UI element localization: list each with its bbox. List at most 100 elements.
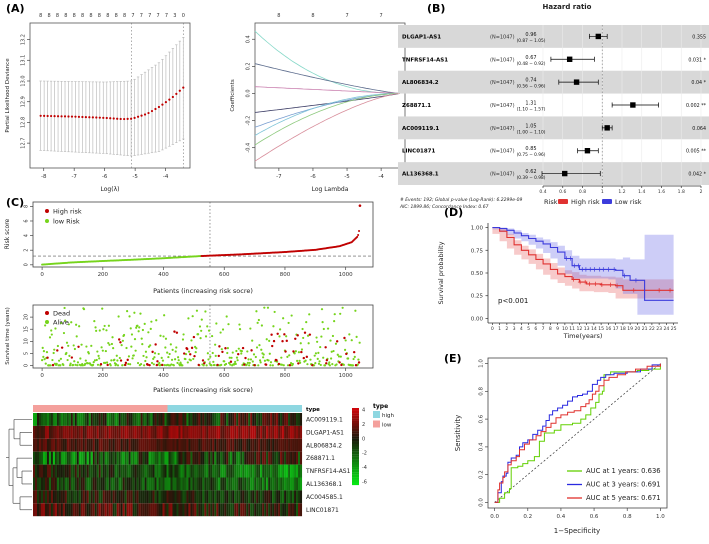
svg-text:(N=1047): (N=1047) [490, 126, 515, 132]
svg-text:0: 0 [362, 436, 365, 442]
svg-text:20: 20 [634, 326, 640, 332]
svg-text:type: type [306, 407, 320, 413]
forest-row: TNFRSF14-AS1 (N=1047) 0.67(0.48 − 0.92) 0.0… [402, 55, 707, 67]
svg-text:0.2: 0.2 [479, 470, 485, 479]
svg-text:(N=1047): (N=1047) [490, 103, 515, 109]
svg-text:0.031 *: 0.031 * [688, 57, 706, 63]
svg-text:AL806834.2: AL806834.2 [306, 442, 342, 449]
svg-text:AC009119.1: AC009119.1 [306, 416, 343, 423]
svg-text:0.50: 0.50 [471, 271, 484, 277]
svg-text:8: 8 [106, 13, 109, 19]
svg-text:Patients (increasing risk socr: Patients (increasing risk socre) [153, 386, 253, 394]
svg-text:p<0.001: p<0.001 [498, 297, 528, 305]
svg-text:0: 0 [40, 373, 44, 379]
forest-row: AL136368.1 (N=1047) 0.62(0.39 − 0.98) 0.042… [402, 169, 707, 181]
svg-text:4: 4 [24, 234, 30, 237]
svg-text:DLGAP1-AS1: DLGAP1-AS1 [402, 34, 441, 40]
svg-text:Sensitivity: Sensitivity [454, 415, 462, 451]
svg-text:AUC at 3 years: 0.691: AUC at 3 years: 0.691 [586, 481, 661, 489]
svg-text:0.96: 0.96 [525, 32, 536, 38]
svg-text:(1.00 − 1.10): (1.00 − 1.10) [517, 129, 546, 135]
svg-text:2: 2 [505, 326, 508, 332]
svg-text:High risk: High risk [571, 198, 600, 206]
svg-text:16: 16 [605, 326, 611, 332]
svg-text:1.0: 1.0 [656, 514, 665, 520]
svg-text:0.75: 0.75 [471, 248, 484, 254]
svg-text:Risk: Risk [544, 198, 558, 206]
svg-text:Z68871.1: Z68871.1 [306, 455, 335, 462]
svg-text:10: 10 [562, 326, 568, 332]
svg-text:20: 20 [24, 314, 30, 320]
svg-text:5: 5 [24, 352, 30, 355]
panel-c-label: (C) [6, 196, 25, 209]
forest-row: AL806834.2 (N=1047) 0.74(0.56 − 0.96) 0.04 … [402, 78, 707, 90]
svg-text:1.31: 1.31 [525, 100, 536, 106]
svg-text:(N=1047): (N=1047) [490, 57, 515, 63]
svg-text:-7: -7 [276, 174, 282, 180]
svg-text:AIC: 1899.86; Concordance Inde: AIC: 1899.86; Concordance Index: 0.67 [399, 204, 489, 210]
svg-text:1000: 1000 [339, 373, 353, 379]
svg-text:LINC01871: LINC01871 [306, 507, 339, 514]
svg-text:1.05: 1.05 [525, 123, 536, 129]
svg-text:8: 8 [73, 13, 76, 19]
svg-text:Coefficients: Coefficients [230, 79, 236, 111]
svg-text:7: 7 [148, 13, 151, 19]
svg-text:5: 5 [527, 326, 530, 332]
svg-text:AL136368.1: AL136368.1 [306, 481, 342, 488]
outlier-point [358, 204, 362, 207]
svg-text:8: 8 [549, 326, 552, 332]
svg-text:0.8: 0.8 [623, 514, 632, 520]
panel-d-label: (D) [444, 206, 464, 219]
svg-text:8: 8 [56, 13, 59, 19]
svg-text:-4: -4 [163, 174, 169, 180]
lasso-deviance-plot: 8 8 8 8 8 8 8 8 8 8 8 7 7 7 7 7 3 012.712.812.913.013.113… [5, 13, 191, 193]
svg-text:type: type [373, 403, 388, 410]
svg-text:24: 24 [663, 326, 669, 332]
svg-text:0: 0 [182, 13, 185, 19]
svg-text:Risk score: Risk score [4, 218, 11, 249]
svg-text:0.042 *: 0.042 * [688, 172, 706, 178]
svg-text:23: 23 [656, 326, 662, 332]
svg-text:12.9: 12.9 [21, 96, 27, 107]
svg-text:0.4: 0.4 [557, 514, 566, 520]
annotation-high [167, 405, 302, 412]
svg-text:0: 0 [491, 326, 494, 332]
svg-text:0.002 **: 0.002 ** [686, 103, 707, 109]
svg-text:13.0: 13.0 [21, 75, 27, 86]
svg-text:200: 200 [98, 272, 109, 278]
forest-row: Z68871.1 (N=1047) 1.31(1.10 − 1.57) 0.002 *… [402, 100, 707, 112]
svg-text:0.6: 0.6 [559, 189, 566, 195]
svg-text:Log(λ): Log(λ) [101, 186, 120, 193]
svg-text:8: 8 [311, 13, 314, 19]
svg-text:800: 800 [280, 373, 291, 379]
svg-text:7: 7 [165, 13, 168, 19]
svg-text:8: 8 [98, 13, 101, 19]
svg-text:2: 2 [362, 422, 365, 428]
svg-text:21: 21 [642, 326, 648, 332]
svg-text:-4: -4 [362, 465, 367, 471]
svg-text:1.2: 1.2 [618, 189, 625, 195]
svg-text:LINC01871: LINC01871 [402, 149, 435, 155]
svg-text:-0.2: -0.2 [246, 116, 252, 126]
svg-text:-6: -6 [310, 174, 316, 180]
svg-text:11: 11 [569, 326, 575, 332]
svg-text:AUC at 1 years: 0.636: AUC at 1 years: 0.636 [586, 467, 661, 475]
panel-a-label: (A) [6, 2, 25, 15]
svg-text:AL136368.1: AL136368.1 [402, 172, 439, 178]
svg-text:AUC at 5 years: 0.671: AUC at 5 years: 0.671 [586, 494, 661, 502]
svg-text:600: 600 [219, 272, 230, 278]
svg-text:400: 400 [158, 373, 169, 379]
svg-text:(1.10 − 1.57): (1.10 − 1.57) [517, 106, 546, 112]
svg-text:0.4: 0.4 [539, 189, 546, 195]
svg-text:4: 4 [362, 408, 365, 414]
svg-text:0.355: 0.355 [692, 34, 706, 40]
svg-text:0.4: 0.4 [246, 35, 252, 43]
svg-text:0.2: 0.2 [246, 62, 252, 70]
svg-text:800: 800 [280, 272, 291, 278]
svg-text:18: 18 [620, 326, 626, 332]
svg-text:0.0: 0.0 [246, 89, 252, 97]
roc-curve-plot: 0.0 0.0 0.2 0.2 0.4 0.4 0.6 0.6 0.8 0.8 1.0 1.0 1−Sp… [454, 357, 668, 535]
svg-text:low Risk: low Risk [53, 218, 80, 226]
svg-text:17: 17 [613, 326, 619, 332]
svg-text:-6: -6 [102, 174, 108, 180]
